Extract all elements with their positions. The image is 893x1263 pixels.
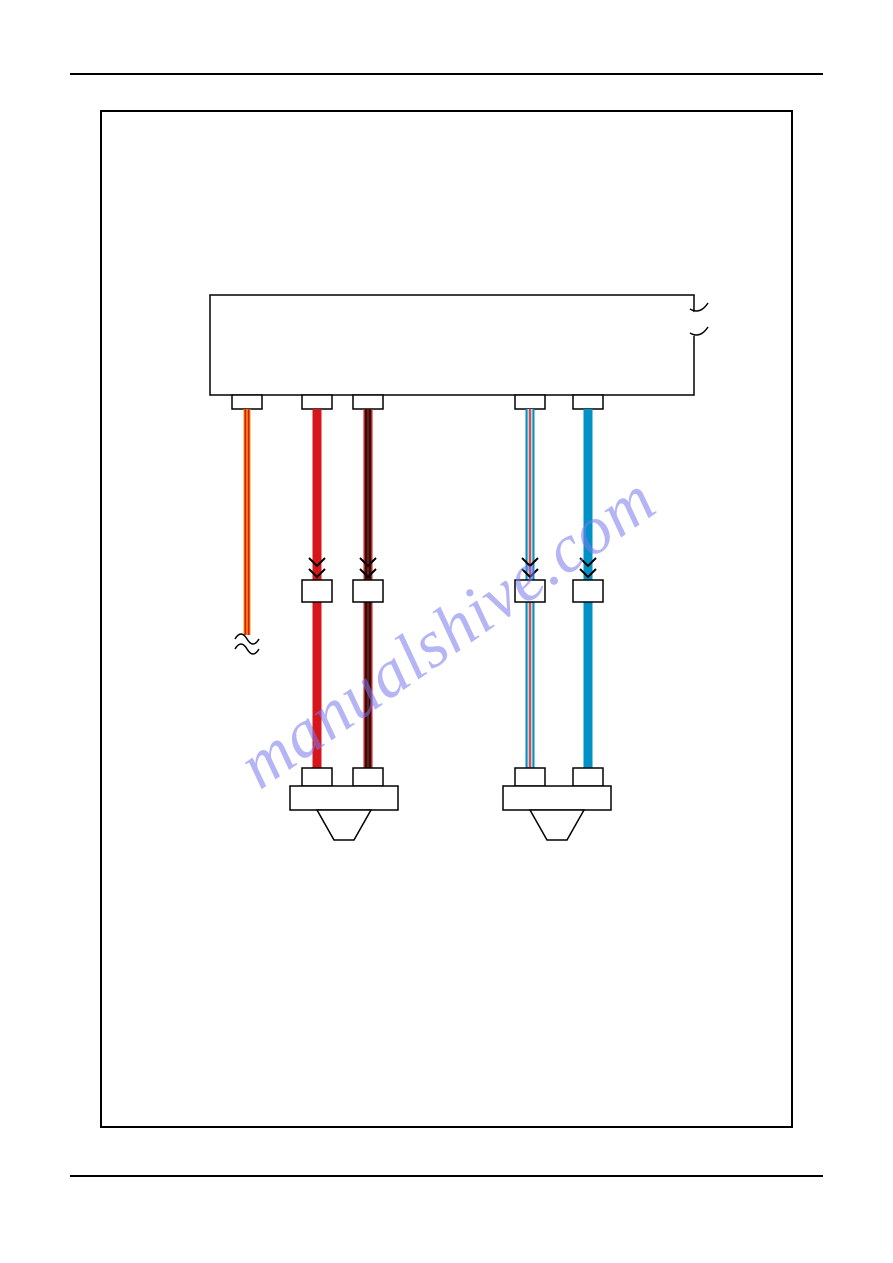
document-page: manualshive.com — [0, 0, 893, 1263]
wiring-diagram — [0, 0, 893, 1263]
